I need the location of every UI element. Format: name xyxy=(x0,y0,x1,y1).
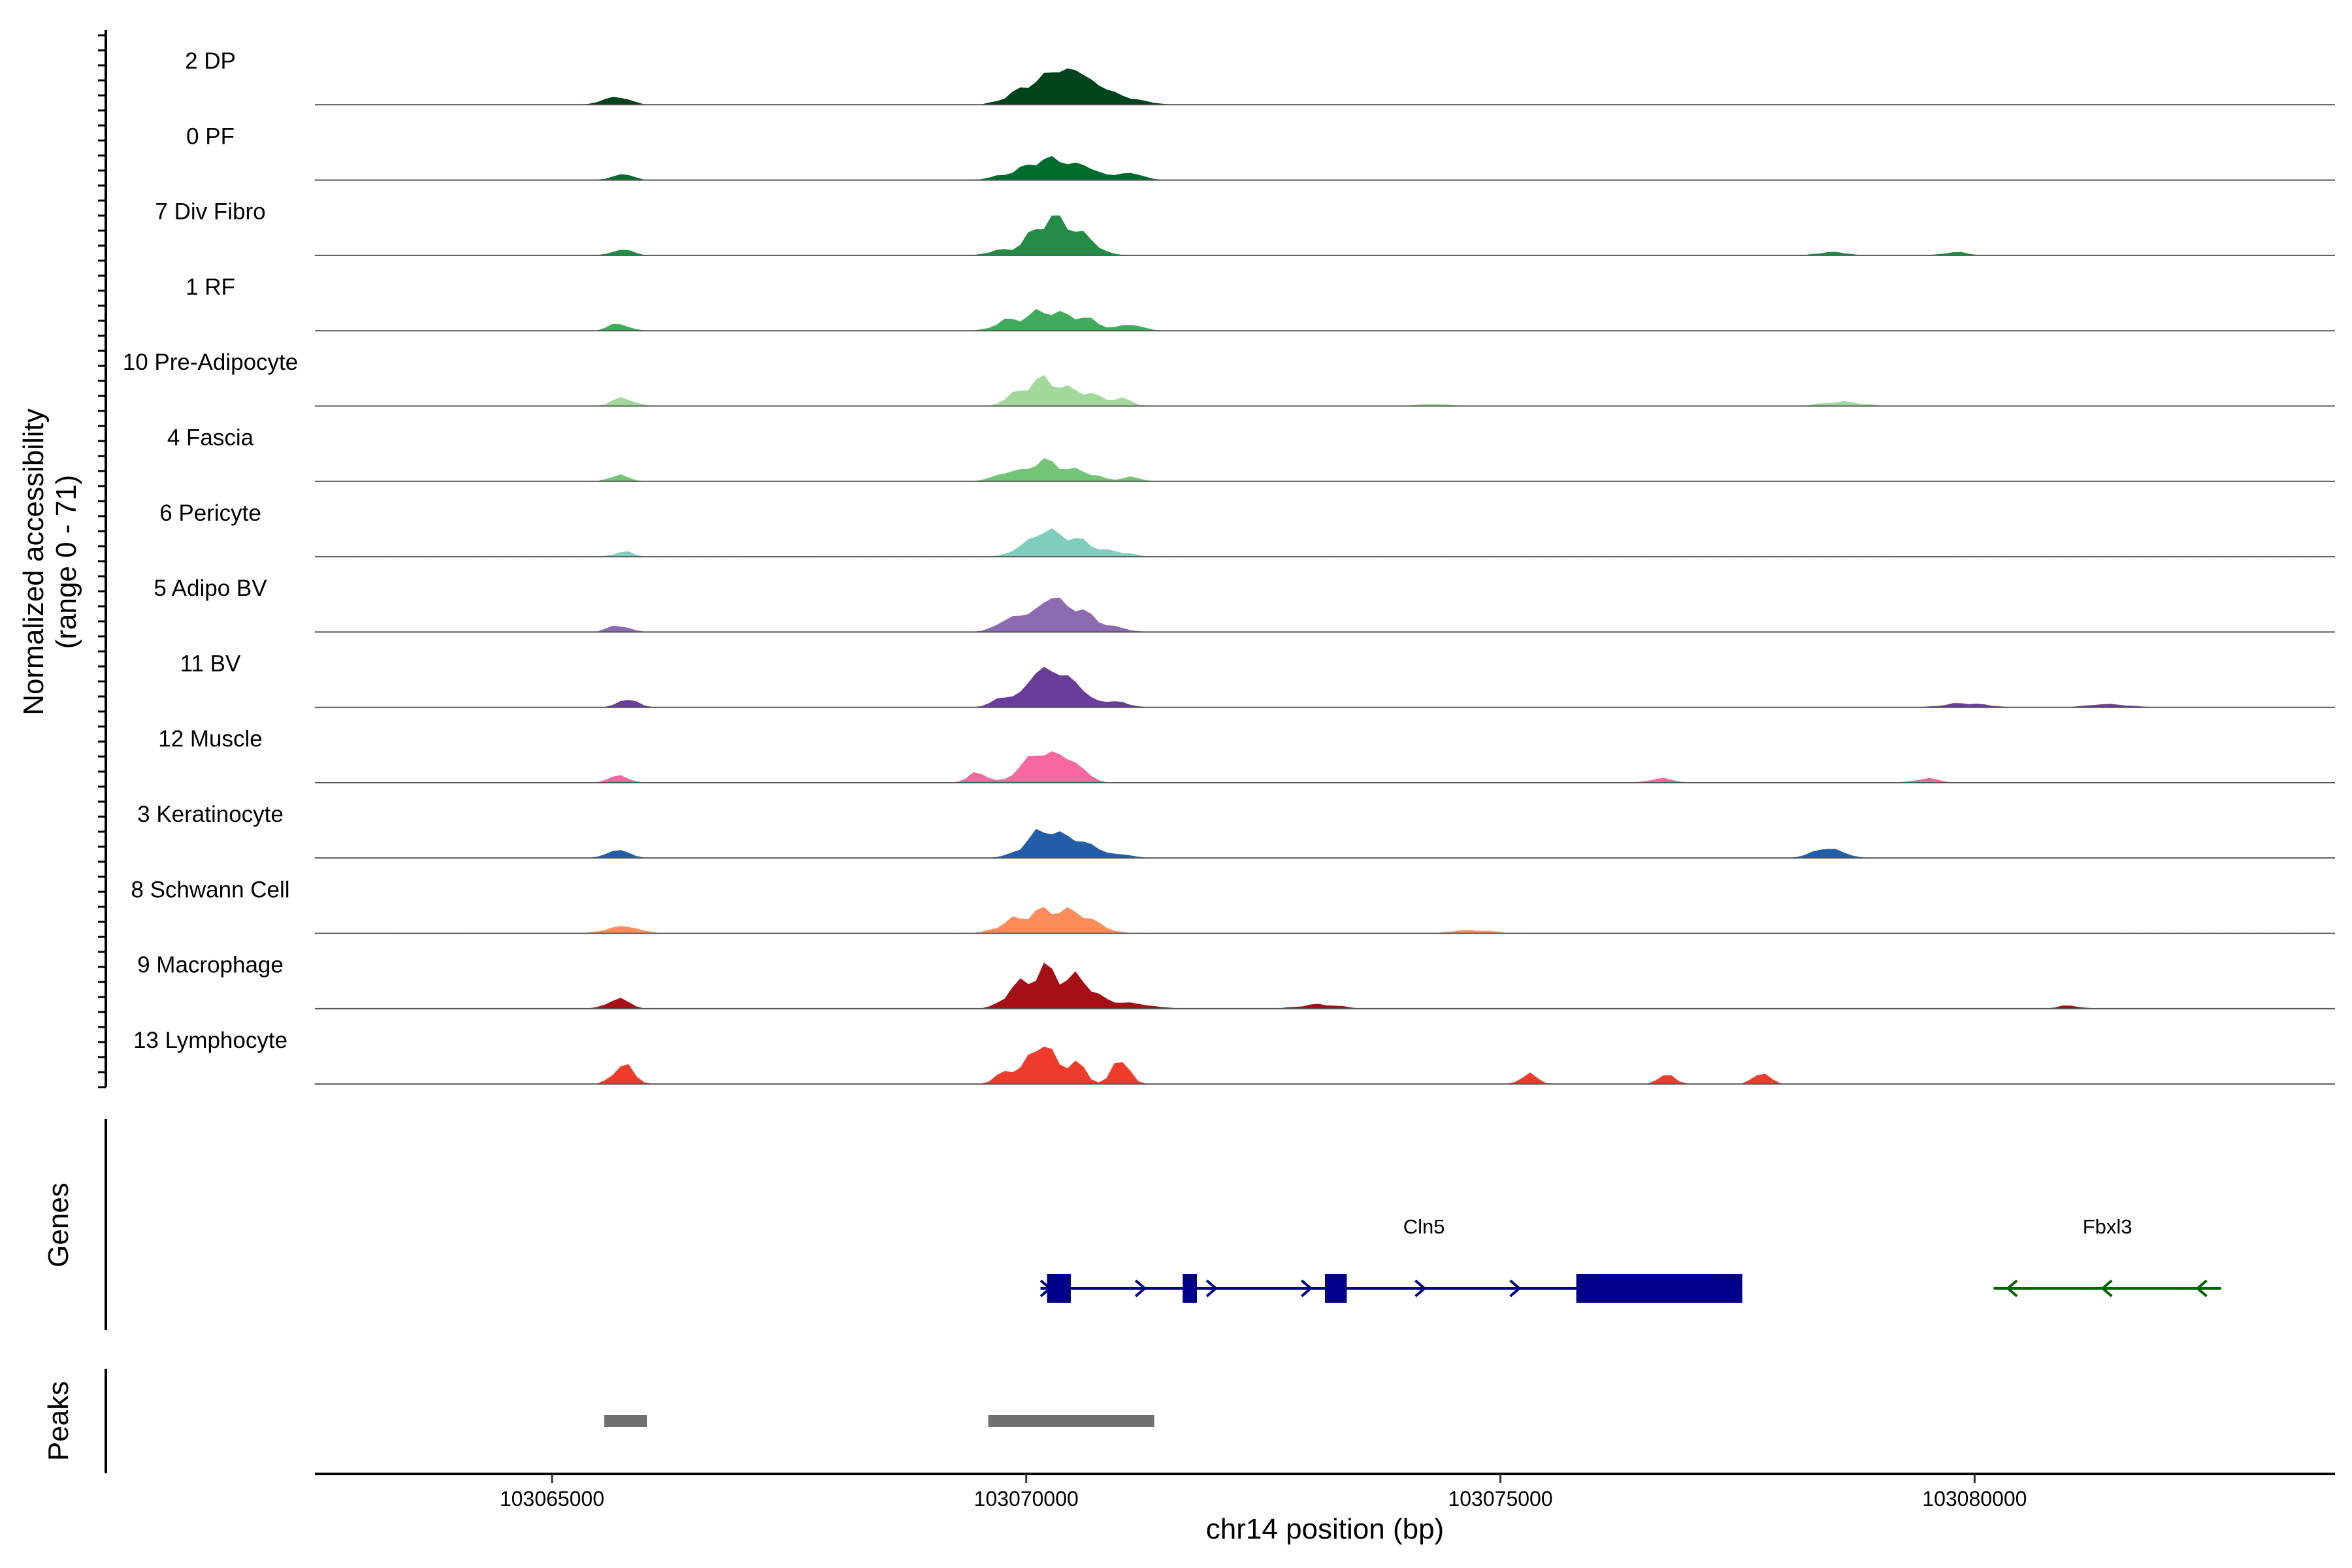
track-label: 1 RF xyxy=(186,274,235,300)
track-10: 12 Muscle xyxy=(158,727,2336,783)
track-label: 12 Muscle xyxy=(158,727,263,752)
track-9: 11 BV xyxy=(180,651,2336,708)
peak-region xyxy=(604,1415,647,1427)
coverage-area xyxy=(314,751,2336,783)
strand-arrow xyxy=(1300,1279,1313,1298)
track-12: 8 Schwann Cell xyxy=(131,877,2336,934)
track-13: 9 Macrophage xyxy=(137,953,2336,1009)
track-4: 1 RF xyxy=(186,274,2336,332)
track-2: 0 PF xyxy=(186,123,2336,181)
x-tick-label: 103070000 xyxy=(974,1487,1079,1511)
strand-arrow xyxy=(2006,1279,2018,1298)
exon xyxy=(1576,1274,1742,1303)
peak-regions xyxy=(604,1415,1154,1427)
x-tick-label: 103080000 xyxy=(1922,1487,2027,1511)
gene-cln5: Cln5 xyxy=(1039,1215,1742,1303)
coverage-area xyxy=(314,666,2336,708)
x-axis-title: chr14 position (bp) xyxy=(1206,1513,1444,1545)
track-label: 13 Lymphocyte xyxy=(133,1028,287,1053)
track-11: 3 Keratinocyte xyxy=(137,802,2336,859)
track-label: 5 Adipo BV xyxy=(154,576,267,601)
track-label: 0 PF xyxy=(186,123,235,149)
track-label: 4 Fascia xyxy=(167,425,254,451)
strand-arrow xyxy=(1414,1279,1427,1298)
gene-name: Cln5 xyxy=(1403,1215,1445,1238)
track-7: 6 Pericyte xyxy=(159,500,2336,558)
coverage-area xyxy=(314,907,2336,934)
coverage-area xyxy=(314,308,2336,331)
strand-arrow xyxy=(1134,1279,1147,1298)
coverage-tracks: 2 DP 0 PF 7 Div Fibro 1 RF 10 Pre-Adipocyte 4… xyxy=(123,48,2336,1085)
track-8: 5 Adipo BV xyxy=(154,576,2336,633)
strand-arrow xyxy=(1205,1279,1218,1298)
x-tick-label: 103075000 xyxy=(1448,1487,1552,1511)
strand-arrow xyxy=(1039,1279,1053,1298)
track-label: 8 Schwann Cell xyxy=(131,877,289,902)
x-tick-label: 103065000 xyxy=(500,1487,604,1511)
gene-name: Fbxl3 xyxy=(2083,1215,2132,1238)
coverage-area xyxy=(314,828,2336,858)
track-label: 2 DP xyxy=(185,48,236,74)
coverage-area xyxy=(314,458,2336,482)
track-5: 10 Pre-Adipocyte xyxy=(123,350,2336,407)
y-axis-title-range: (range 0 - 71) xyxy=(50,475,82,649)
peak-region xyxy=(988,1415,1154,1427)
accessibility-axis xyxy=(98,30,107,1088)
coverage-area xyxy=(314,155,2336,181)
coverage-area xyxy=(314,1046,2336,1085)
strand-arrow xyxy=(2100,1279,2113,1298)
exon xyxy=(1325,1274,1347,1303)
coverage-area xyxy=(314,215,2336,256)
coverage-area xyxy=(314,375,2336,407)
coverage-area xyxy=(314,528,2336,557)
strand-arrow xyxy=(2195,1279,2208,1298)
track-label: 9 Macrophage xyxy=(137,953,284,978)
strand-arrow xyxy=(1509,1279,1522,1298)
track-label: 10 Pre-Adipocyte xyxy=(123,350,298,375)
track-1: 2 DP xyxy=(185,48,2336,106)
coverage-area xyxy=(314,68,2336,105)
gene-fbxl3: Fbxl3 xyxy=(1993,1215,2221,1298)
track-3: 7 Div Fibro xyxy=(155,199,2336,256)
track-14: 13 Lymphocyte xyxy=(133,1028,2336,1085)
coverage-area xyxy=(314,962,2336,1009)
track-6: 4 Fascia xyxy=(167,425,2336,482)
track-label: 3 Keratinocyte xyxy=(137,802,284,827)
y-axis-title: Normalized accessibility xyxy=(18,408,50,715)
exon xyxy=(1183,1274,1198,1303)
peaks-panel-title: Peaks xyxy=(42,1381,74,1461)
gene-annotations: Cln5 Fbxl3 xyxy=(1039,1215,2221,1303)
coverage-area xyxy=(314,597,2336,632)
x-axis: 103065000 103070000 103075000 103080000 xyxy=(500,1474,2027,1511)
genes-panel-title: Genes xyxy=(42,1183,74,1267)
track-label: 11 BV xyxy=(180,651,241,676)
track-label: 7 Div Fibro xyxy=(155,199,265,225)
track-label: 6 Pericyte xyxy=(159,500,261,526)
